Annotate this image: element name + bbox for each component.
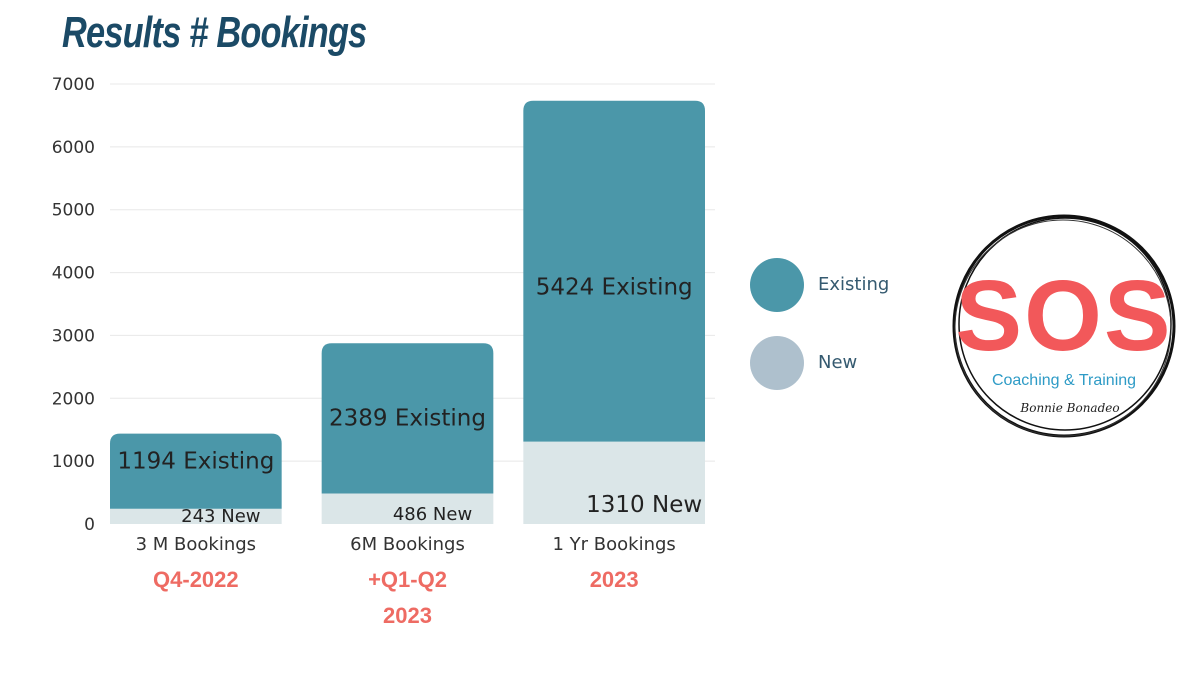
logo-signature: Bonnie Bonadeo xyxy=(1019,401,1119,415)
data-labels: 1194 Existing 243 New 2389 Existing 486 New… xyxy=(117,275,702,527)
x-category-sublabel: +Q1-Q2 xyxy=(368,567,447,592)
bar-existing-1 xyxy=(110,433,282,509)
x-category-label: 3 M Bookings xyxy=(136,534,256,555)
logo-main-text: SOS xyxy=(955,260,1172,372)
x-category-label: 1 Yr Bookings xyxy=(553,534,676,555)
y-tick-label: 0 xyxy=(84,515,95,535)
y-tick-label: 3000 xyxy=(52,326,95,346)
y-tick-label: 6000 xyxy=(52,138,95,158)
y-tick-label: 5000 xyxy=(52,201,95,221)
legend-label-existing: Existing xyxy=(818,274,890,295)
bar-new-3 xyxy=(523,441,705,524)
bars xyxy=(110,100,705,524)
x-axis-labels: 3 M Bookings Q4-2022 6M Bookings +Q1-Q2 2023… xyxy=(136,534,676,628)
legend-swatch-existing-icon xyxy=(750,258,804,312)
x-category-sublabel: 2023 xyxy=(383,603,432,628)
y-tick-label: 7000 xyxy=(52,75,95,95)
chart-title: Results # Bookings xyxy=(62,8,367,57)
legend-label-new: New xyxy=(818,352,858,373)
y-tick-label: 4000 xyxy=(52,264,95,284)
x-category-label: 6M Bookings xyxy=(350,534,465,555)
bar-new-1 xyxy=(110,508,282,524)
y-axis-ticks: 0 1000 2000 3000 4000 5000 6000 7000 xyxy=(52,75,95,535)
data-label-existing: 1194 Existing xyxy=(117,449,274,475)
bar-new-2 xyxy=(321,493,494,524)
data-label-new: 243 New xyxy=(181,506,260,527)
y-tick-label: 1000 xyxy=(52,452,95,472)
y-tick-label: 2000 xyxy=(52,389,95,409)
bar-chart: 0 1000 2000 3000 4000 5000 6000 7000 1194 Exist… xyxy=(52,75,715,628)
data-label-new: 1310 New xyxy=(586,492,702,518)
x-category-sublabel: Q4-2022 xyxy=(153,567,239,592)
logo-sub-text: Coaching & Training xyxy=(992,372,1136,389)
data-label-existing: 2389 Existing xyxy=(329,405,486,431)
legend-swatch-new-icon xyxy=(750,336,804,390)
sos-logo-icon: SOS Coaching & Training Bonnie Bonadeo xyxy=(952,214,1176,438)
bar-existing-3 xyxy=(523,100,705,442)
x-category-sublabel: 2023 xyxy=(590,567,639,592)
data-label-new: 486 New xyxy=(393,504,472,525)
data-label-existing: 5424 Existing xyxy=(536,275,693,301)
bar-existing-2 xyxy=(321,343,494,494)
